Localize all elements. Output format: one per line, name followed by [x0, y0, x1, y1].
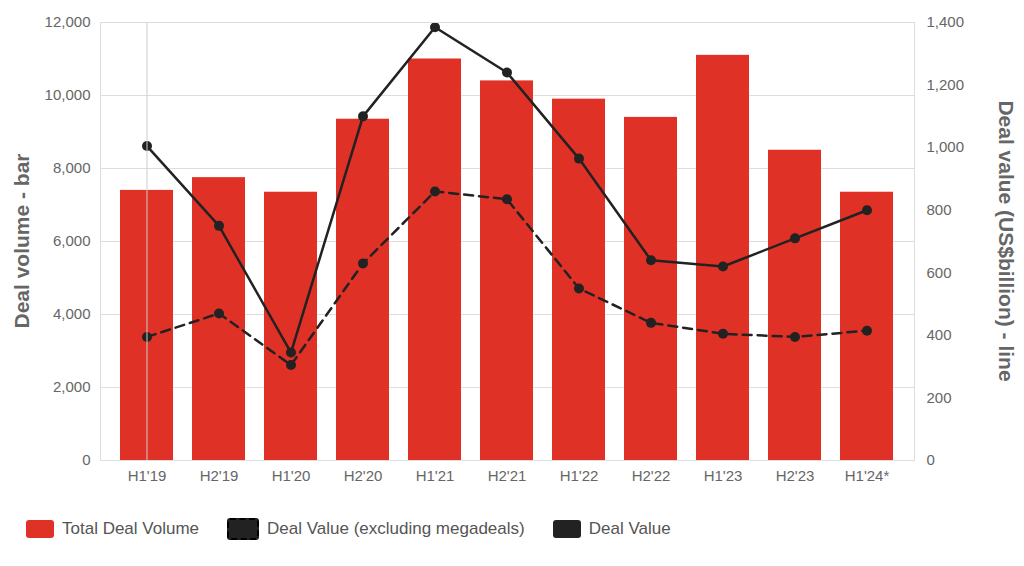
html-text:Deal Value (excluding megadeal: Deal Value (excluding megadeals) — [267, 519, 525, 538]
svg-text:H2'20: H2'20 — [344, 467, 383, 484]
svg-text:12,000: 12,000 — [45, 13, 91, 30]
svg-text:1,400: 1,400 — [927, 13, 965, 30]
svg-text:H2'19: H2'19 — [200, 467, 239, 484]
html-text:Total Deal Volume: Total Deal Volume — [62, 519, 199, 538]
svg-text:H1'19: H1'19 — [128, 467, 167, 484]
html-text:Deal value (US$billion) - line: Deal value (US$billion) - line — [995, 100, 1018, 382]
svg-text:H1'24*: H1'24* — [845, 467, 890, 484]
svg-text:1,200: 1,200 — [927, 76, 965, 93]
svg-text:0: 0 — [927, 451, 935, 468]
html-text:Deal Value: Deal Value — [588, 519, 671, 538]
svg-text:2,000: 2,000 — [53, 378, 91, 395]
svg-text:1,000: 1,000 — [927, 138, 965, 155]
svg-text:H1'23: H1'23 — [704, 467, 743, 484]
svg-text:H1'20: H1'20 — [272, 467, 311, 484]
html-text:Deal volume - bar: Deal volume - bar — [10, 153, 33, 329]
svg-text:800: 800 — [927, 201, 952, 218]
svg-text:6,000: 6,000 — [53, 232, 91, 249]
svg-text:0: 0 — [82, 451, 90, 468]
svg-text:4,000: 4,000 — [53, 305, 91, 322]
svg-text:600: 600 — [927, 264, 952, 281]
svg-text:H2'21: H2'21 — [488, 467, 527, 484]
svg-text:H2'22: H2'22 — [632, 467, 671, 484]
svg-text:H1'22: H1'22 — [560, 467, 599, 484]
svg-text:H2'23: H2'23 — [776, 467, 815, 484]
svg-text:8,000: 8,000 — [53, 159, 91, 176]
svg-text:200: 200 — [927, 389, 952, 406]
svg-text:400: 400 — [927, 326, 952, 343]
svg-text:H1'21: H1'21 — [416, 467, 455, 484]
svg-text:10,000: 10,000 — [45, 86, 91, 103]
